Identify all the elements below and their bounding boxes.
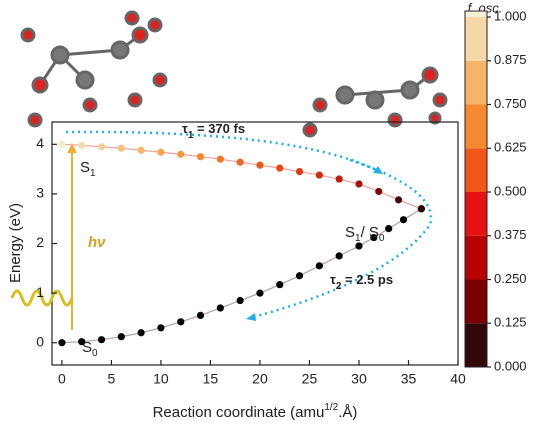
data-point	[118, 145, 125, 152]
plot-frame	[52, 122, 458, 365]
data-point	[375, 188, 382, 195]
data-point	[418, 205, 425, 212]
x-tick-label: 40	[450, 371, 466, 387]
data-point	[58, 339, 65, 346]
y-axis-label: Energy (eV)	[7, 203, 24, 283]
data-point	[217, 304, 224, 311]
data-point	[98, 143, 105, 150]
annotation-s1: S1	[80, 159, 96, 179]
y-tick-label: 4	[36, 135, 44, 151]
colorbar-segment	[465, 105, 487, 149]
data-point	[336, 175, 343, 182]
x-tick-label: 15	[203, 371, 219, 387]
molecule-right	[304, 68, 446, 136]
colorbar-segment	[465, 17, 487, 61]
text-part: = 2.5 ps	[341, 272, 393, 287]
molecule-left	[22, 12, 166, 126]
data-point	[385, 225, 392, 232]
text-part: S	[82, 339, 92, 356]
data-point	[138, 329, 145, 336]
colorbar-tick-label: 0.375	[494, 227, 527, 242]
colorbar-tick-label: 0.000	[494, 358, 527, 373]
series-line	[62, 144, 421, 208]
subscript: 0	[92, 348, 98, 359]
data-point	[217, 156, 224, 163]
colorbar-segment	[465, 148, 487, 192]
data-point	[276, 165, 283, 172]
text-part: S	[345, 224, 355, 241]
y-tick-label: 2	[36, 234, 44, 250]
colorbar-segment	[465, 323, 487, 367]
tau1-arrow	[66, 132, 380, 172]
colorbar-tick-label: 0.625	[494, 140, 527, 155]
annotation-s0: S0	[82, 339, 98, 359]
text-part: = 370 fs	[193, 121, 245, 136]
annotation-hv: hν	[88, 234, 106, 251]
x-tick-label: 25	[302, 371, 318, 387]
x-tick-label: 20	[252, 371, 268, 387]
colorbar-segment	[465, 236, 487, 280]
data-point	[316, 171, 323, 178]
x-label-sup: 1/2	[324, 402, 338, 413]
subscript: 0	[379, 233, 385, 244]
y-tick-label: 0	[36, 333, 44, 349]
colorbar-tick-label: 0.250	[494, 271, 527, 286]
colorbar-segment	[465, 192, 487, 236]
tau2-arrow	[250, 160, 431, 318]
data-point	[296, 168, 303, 175]
data-point	[138, 147, 145, 154]
colorbar-segment	[465, 280, 487, 324]
colorbar-tick-label: 0.125	[494, 315, 527, 330]
x-label-part: .Å)	[338, 404, 357, 421]
tau2-arrowhead	[246, 313, 256, 321]
data-point	[197, 312, 204, 319]
chart: Reaction coordinate (amu1/2.Å) Energy (e…	[0, 0, 544, 429]
x-tick-label: 10	[153, 371, 169, 387]
colorbar-tick-label: 0.875	[494, 52, 527, 67]
data-point	[237, 159, 244, 166]
data-point	[400, 216, 407, 223]
data-point	[157, 324, 164, 331]
data-point	[256, 289, 263, 296]
data-point	[118, 333, 125, 340]
data-point	[177, 318, 184, 325]
data-point	[58, 141, 65, 148]
data-point	[197, 153, 204, 160]
annotation-s1s0: S1/ S0	[345, 224, 385, 244]
text-part: S	[80, 159, 90, 176]
colorbar-tick-label: 1.000	[494, 8, 527, 23]
data-point	[78, 142, 85, 149]
x-tick-label: 5	[108, 371, 116, 387]
colorbar-tick-label: 0.500	[494, 183, 527, 198]
colorbar-tick-label: 0.750	[494, 96, 527, 111]
subscript: 1	[90, 168, 96, 179]
data-point	[157, 149, 164, 156]
annotation-tau2: τ2 = 2.5 ps	[330, 272, 393, 291]
text-part: / S	[361, 224, 379, 241]
colorbar-segment	[465, 61, 487, 105]
data-point	[296, 272, 303, 279]
x-tick-label: 35	[401, 371, 417, 387]
data-point	[316, 262, 323, 269]
x-tick-label: 30	[351, 371, 367, 387]
data-point	[256, 162, 263, 169]
y-tick-label: 1	[36, 284, 44, 300]
data-point	[177, 151, 184, 158]
data-point	[237, 297, 244, 304]
x-label-part: Reaction coordinate (amu	[153, 404, 325, 421]
data-point	[336, 252, 343, 259]
x-tick-label: 0	[58, 371, 66, 387]
data-point	[395, 196, 402, 203]
data-point	[276, 281, 283, 288]
data-point	[355, 180, 362, 187]
x-axis-label: Reaction coordinate (amu1/2.Å)	[153, 402, 358, 421]
data-point	[98, 336, 105, 343]
y-tick-label: 3	[36, 185, 44, 201]
colorbar-top	[465, 11, 487, 17]
